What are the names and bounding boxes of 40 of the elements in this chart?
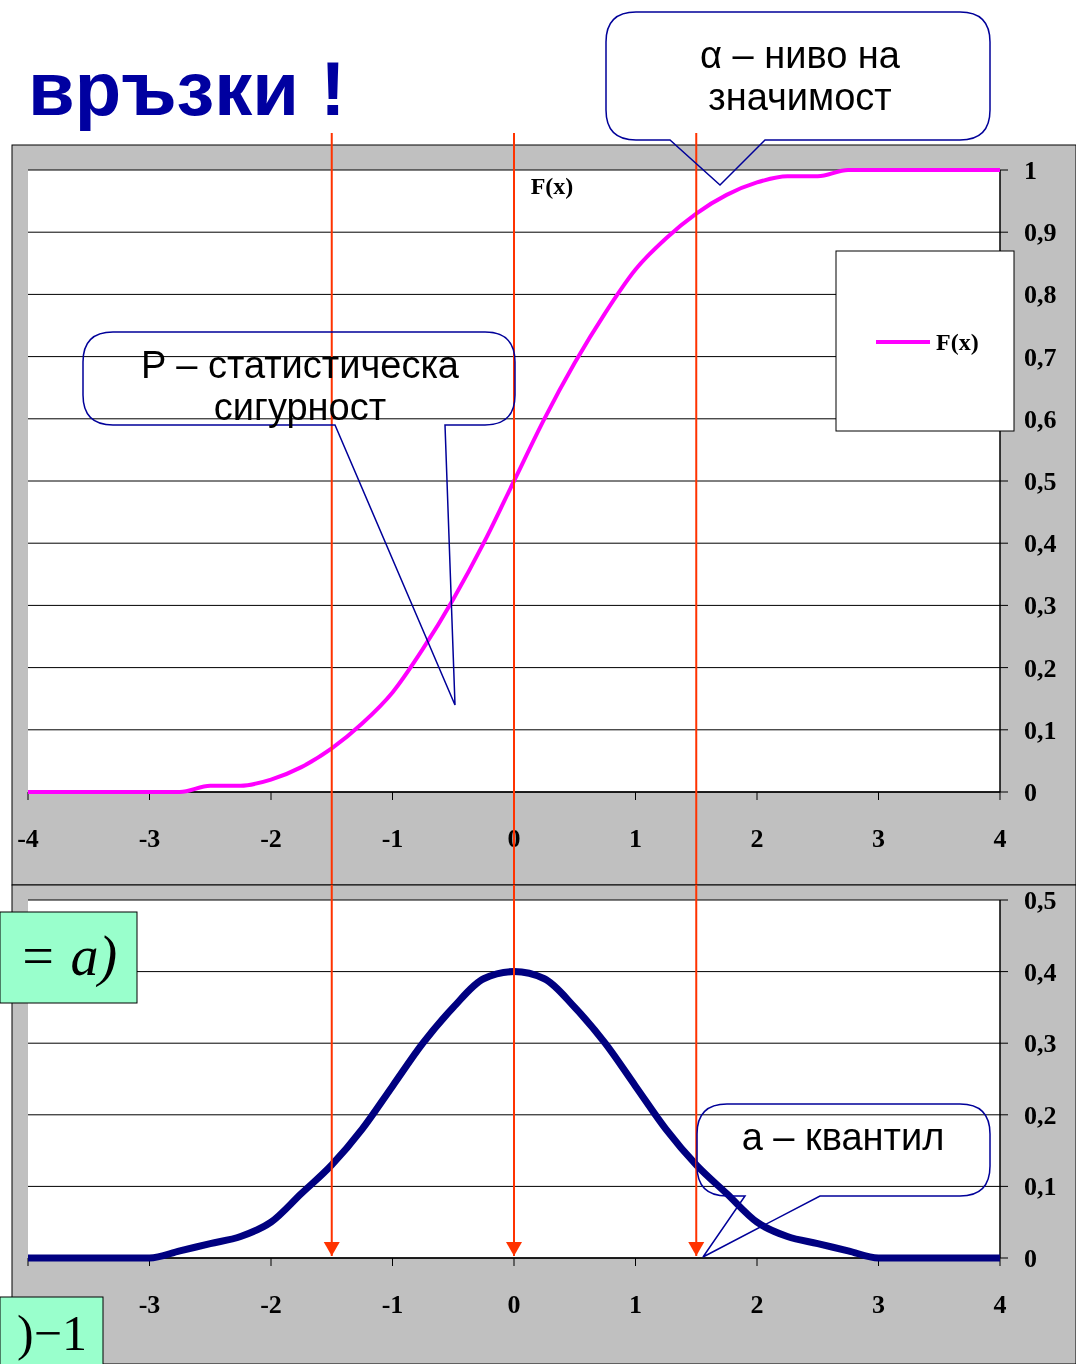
x-tick-label: 1 bbox=[629, 1290, 642, 1319]
y-tick-label: 0,4 bbox=[1024, 529, 1057, 559]
y-tick-label: 0,9 bbox=[1024, 218, 1057, 248]
y-tick-label: 0,5 bbox=[1024, 467, 1057, 496]
y-tick-label: 0,1 bbox=[1024, 1172, 1057, 1202]
x-tick-label: -2 bbox=[260, 1290, 282, 1319]
y-tick-label: 0,7 bbox=[1024, 342, 1057, 372]
y-tick-label: 0,2 bbox=[1024, 1100, 1057, 1130]
x-tick-label: -2 bbox=[260, 824, 282, 853]
y-tick-label: 0 bbox=[1024, 1244, 1037, 1273]
x-tick-label: 3 bbox=[872, 1290, 885, 1319]
chart-title: F(x) bbox=[530, 173, 574, 199]
text: )−1 bbox=[17, 1305, 87, 1361]
x-tick-label: 3 bbox=[872, 824, 885, 853]
text: връзки ! bbox=[28, 46, 346, 131]
x-tick-label: 0 bbox=[507, 1290, 521, 1319]
x-tick-label: 4 bbox=[993, 1290, 1007, 1319]
y-tick-label: 0,4 bbox=[1024, 957, 1057, 987]
y-tick-label: 0 bbox=[1024, 778, 1037, 807]
x-tick-label: -1 bbox=[381, 824, 404, 853]
annotation: а – квантил bbox=[741, 1116, 945, 1158]
y-tick-label: 0,6 bbox=[1024, 404, 1057, 434]
x-tick-label: -3 bbox=[138, 824, 161, 853]
x-tick-label: -3 bbox=[138, 1290, 161, 1319]
x-tick-label: 4 bbox=[993, 824, 1007, 853]
x-tick-label: -1 bbox=[381, 1290, 404, 1319]
y-tick-label: 0,5 bbox=[1024, 886, 1057, 915]
x-tick-label: 2 bbox=[750, 1290, 764, 1319]
legend-label: F(x) bbox=[936, 329, 979, 355]
x-tick-label: 1 bbox=[629, 824, 642, 853]
y-tick-label: 0,3 bbox=[1024, 591, 1057, 621]
text: α – ниво на значимост bbox=[699, 34, 901, 118]
x-tick-label: -4 bbox=[17, 824, 39, 853]
y-tick-label: 0,1 bbox=[1024, 715, 1057, 745]
y-tick-label: 0,3 bbox=[1024, 1029, 1057, 1059]
x-tick-label: 2 bbox=[750, 824, 764, 853]
y-tick-label: 0,2 bbox=[1024, 653, 1057, 683]
annotation: = a) bbox=[18, 925, 118, 988]
y-tick-label: 1 bbox=[1024, 156, 1037, 185]
y-tick-label: 0,8 bbox=[1024, 280, 1057, 310]
